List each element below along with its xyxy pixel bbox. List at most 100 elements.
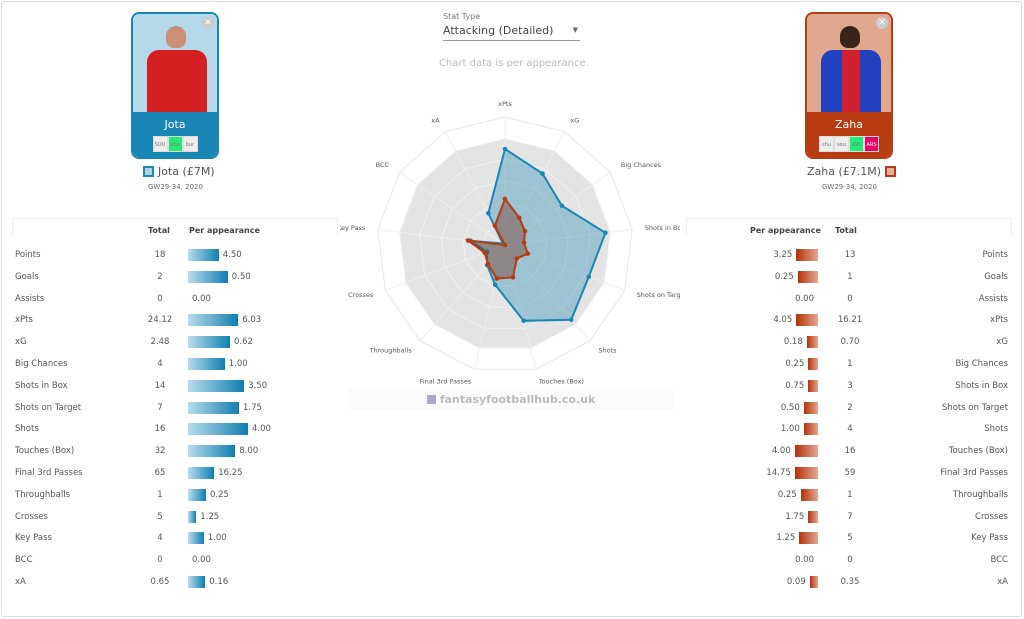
radar-point bbox=[586, 274, 592, 280]
radar-point bbox=[521, 318, 526, 324]
legend-swatch bbox=[143, 166, 154, 177]
stat-label: Crosses bbox=[15, 511, 48, 522]
stat-total: 0 bbox=[847, 293, 853, 304]
per-appearance-bar bbox=[188, 249, 219, 261]
legend-label: Zaha (£7.1M) bbox=[807, 165, 882, 178]
stat-total: 7 bbox=[847, 511, 853, 522]
stat-total: 0.65 bbox=[150, 577, 170, 587]
radar-grid-ring bbox=[462, 202, 548, 287]
stat-label: Shots on Target bbox=[941, 402, 1008, 413]
player1-stat-row: xA 0.65 0.16 bbox=[15, 572, 335, 592]
radar-axis-label: Big Chances bbox=[621, 161, 662, 169]
radar-axis-line bbox=[473, 244, 506, 370]
stat-total: 4 bbox=[847, 424, 853, 435]
stat-per-appearance: 1.25 bbox=[776, 533, 796, 544]
fixture-badge: AVL bbox=[849, 136, 864, 152]
stat-per-appearance: 3.50 bbox=[248, 380, 268, 391]
radar-point bbox=[525, 251, 531, 256]
close-icon[interactable]: ✕ bbox=[876, 17, 888, 29]
player1-stat-row: xPts 24.12 6.03 bbox=[15, 310, 335, 330]
player1-period: GW29-34, 2020 bbox=[148, 183, 203, 191]
stat-label: Shots bbox=[984, 424, 1008, 435]
stat-per-appearance: 0.50 bbox=[231, 271, 251, 282]
stat-per-appearance: 1.00 bbox=[228, 359, 248, 369]
stat-label: Throughballs bbox=[952, 489, 1008, 500]
radar-axis-line bbox=[504, 244, 591, 342]
stat-per-appearance: 4.00 bbox=[252, 424, 271, 435]
stat-total: 1 bbox=[157, 489, 163, 500]
logo-icon bbox=[426, 395, 436, 404]
player1-stat-row: Goals 2 0.50 bbox=[15, 267, 335, 287]
player2-stat-row: 1.25 5 Key Pass bbox=[690, 528, 1008, 548]
stat-label: BCC bbox=[990, 555, 1008, 566]
fixture-list: shu sou AVL ARS bbox=[807, 136, 891, 152]
stat-total: 0 bbox=[157, 293, 163, 304]
per-appearance-bar bbox=[803, 401, 818, 414]
per-appearance-bar bbox=[800, 488, 818, 501]
stat-type-select[interactable]: Stat Type Attacking (Detailed) ▼ bbox=[443, 12, 580, 41]
player2-legend: Zaha (£7.1M) bbox=[807, 165, 897, 178]
player2-stat-row: 14.75 59 Final 3rd Passes bbox=[690, 463, 1008, 483]
radar-grid-ring bbox=[419, 158, 591, 329]
stat-label: xPts bbox=[15, 315, 33, 326]
per-appearance-bar bbox=[797, 270, 818, 283]
stat-total: 59 bbox=[844, 468, 856, 478]
stat-label: Goals bbox=[984, 271, 1008, 282]
stat-per-appearance: 0.75 bbox=[785, 380, 805, 391]
radar-point bbox=[502, 146, 508, 152]
chevron-down-icon[interactable]: ▼ bbox=[572, 26, 578, 34]
radar-axis-label: xG bbox=[570, 116, 579, 124]
player2-stat-row: 0.25 1 Goals bbox=[690, 267, 1008, 287]
stat-per-appearance: 0.25 bbox=[774, 271, 794, 282]
stat-total: 16.21 bbox=[837, 315, 863, 326]
stat-per-appearance: 0.25 bbox=[777, 489, 797, 500]
stat-type-label: Stat Type bbox=[443, 12, 481, 21]
player1-stat-row: Shots on Target 7 1.75 bbox=[15, 398, 335, 418]
stat-per-appearance: 0.00 bbox=[192, 555, 211, 566]
player1-stat-row: Shots 16 4.00 bbox=[15, 419, 335, 439]
close-icon[interactable]: ✕ bbox=[202, 17, 214, 29]
player-card-jota[interactable]: ✕ Jota SOU wba bur bbox=[131, 12, 219, 159]
radar-axis-label: Final 3rd Passes bbox=[420, 378, 472, 385]
radar-axis-line bbox=[399, 171, 506, 246]
stat-total: 65 bbox=[154, 468, 166, 478]
stat-label: Shots bbox=[15, 424, 39, 435]
watermark: fantasyfootballhub.co.uk bbox=[348, 389, 674, 410]
radar-chart: xPts xG Big Chances Shots in Box Shots on Ta… bbox=[340, 100, 680, 385]
per-appearance-bar bbox=[188, 358, 225, 370]
radar-axis-label: BCC bbox=[376, 161, 390, 169]
player1-legend: Jota (£7M) bbox=[143, 165, 215, 178]
per-appearance-bar bbox=[808, 358, 818, 370]
stat-per-appearance: 0.00 bbox=[795, 555, 814, 566]
radar-point bbox=[482, 250, 487, 256]
fixture-badge: ARS bbox=[864, 136, 879, 152]
stat-total: 0 bbox=[157, 555, 163, 566]
radar-axis-label: xPts bbox=[498, 100, 512, 108]
per-appearance-bar bbox=[188, 423, 248, 436]
stat-label: Big Chances bbox=[955, 359, 1008, 369]
stat-per-appearance: 1.75 bbox=[243, 402, 262, 413]
radar-point bbox=[465, 238, 471, 243]
radar-point bbox=[502, 242, 508, 248]
player-card-zaha[interactable]: ✕ Zaha shu sou AVL ARS bbox=[805, 12, 893, 159]
stat-label: Shots on Target bbox=[15, 402, 82, 413]
player-name: Zaha bbox=[835, 118, 863, 131]
player2-period: GW29-34, 2020 bbox=[822, 183, 877, 191]
per-appearance-bar bbox=[188, 445, 236, 458]
player-photo bbox=[807, 14, 891, 112]
total-header: Total bbox=[835, 226, 857, 235]
player2-stat-row: 3.25 13 Points bbox=[690, 245, 1008, 265]
player1-table-header bbox=[12, 218, 338, 236]
radar-axis-label: Shots on Target bbox=[637, 291, 680, 299]
stat-total: 0 bbox=[847, 555, 853, 566]
stat-label: Points bbox=[982, 250, 1008, 260]
per-appearance-bar bbox=[188, 576, 206, 588]
radar-axis-label: Shots in Box bbox=[645, 224, 680, 232]
player2-stat-row: 0.00 0 BCC bbox=[690, 550, 1008, 570]
radar-grid-ring bbox=[440, 180, 570, 308]
stat-total: 4 bbox=[157, 359, 163, 369]
stat-total: 2.48 bbox=[150, 337, 170, 348]
radar-axis-label: Touches (Box) bbox=[538, 378, 584, 385]
per-appearance-bar bbox=[809, 576, 818, 588]
